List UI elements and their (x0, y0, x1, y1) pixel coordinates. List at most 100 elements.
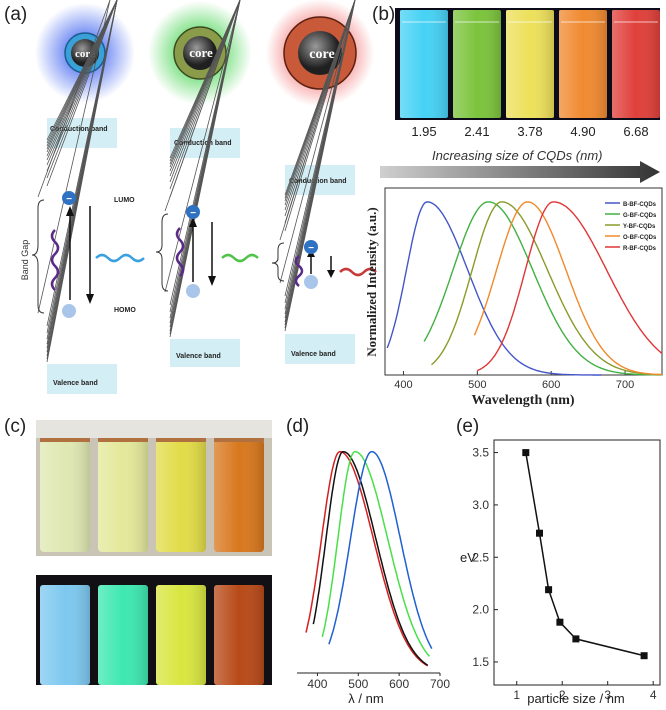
vial-size-label-5: 6.68 (623, 124, 648, 139)
hole-1 (62, 304, 76, 318)
quantum-dot-blue: core (35, 3, 135, 103)
chart-b-tick-label-600: 600 (542, 379, 560, 391)
chart-b-series (386, 201, 663, 376)
panel-label-c: (c) (4, 416, 26, 437)
daylight-vial-shade-4 (214, 440, 264, 552)
chart-d-tick-label-400: 400 (307, 677, 327, 691)
daylight-vial-shade-1 (40, 440, 90, 552)
bandgap-size-chart-e: 1 2 3 4 1.5 2.0 2.5 3.0 3.5 particle size / nm e… (460, 439, 661, 706)
conduction-band-label-3: Conduction band (289, 178, 347, 185)
daylight-photo-top (36, 420, 272, 438)
hole-2 (186, 284, 200, 298)
chart-e-xtick-label-1: 1 (513, 688, 520, 702)
chart-e-points (522, 449, 648, 660)
band-diagram-1: Conduction band Valence band LUMO HOMO B… (20, 0, 145, 394)
conduction-band-label-1: Conduction band (50, 126, 108, 133)
chart-b-line-B-BF-CQDs (386, 201, 602, 376)
emission-arrowhead-2 (208, 276, 216, 286)
emission-arrowhead-3 (327, 270, 335, 278)
chart-b-tick-label-400: 400 (394, 379, 412, 391)
fluorescence-vials-b (395, 8, 660, 120)
panel-label-e: (e) (456, 416, 479, 437)
chart-d-xlabel: λ / nm (348, 691, 383, 706)
electron-symbol-2: − (190, 208, 196, 219)
vial-size-labels: 1.95 2.41 3.78 4.90 6.68 (411, 124, 648, 139)
chart-e-ylabel: eV (460, 550, 476, 565)
excitation-wave-2 (175, 227, 185, 277)
valence-band-label-1: Valence band (53, 380, 98, 387)
lumo-label: LUMO (114, 197, 135, 204)
emission-wave-red (339, 267, 377, 277)
band-gap-bracket (31, 199, 45, 314)
chart-e-point-3 (545, 586, 553, 594)
chart-e-ticks: 1 2 3 4 1.5 2.0 2.5 3.0 3.5 (472, 446, 657, 702)
panel-label-a: (a) (4, 4, 27, 25)
valence-band-label-3: Valence band (291, 351, 336, 358)
excitation-wave-1 (50, 229, 60, 291)
vial-b-shade-4 (559, 10, 607, 118)
emission-arrowhead-1 (86, 294, 94, 304)
chart-b-xlabel: Wavelength (nm) (471, 393, 574, 408)
core-blue (71, 39, 99, 67)
core-green (183, 36, 217, 70)
emission-wave-green (221, 253, 259, 263)
chart-e-ytick-label-2.0: 2.0 (472, 603, 489, 617)
band-gap-label: Band Gap (20, 240, 30, 281)
vial-b-shade-2 (453, 10, 501, 118)
emission-spectra-chart-b: 400 500 600 700 B-BF-CQDs G-BF-CQDs Y-BF-CQDs… (364, 187, 663, 408)
uv-vial-shade-4 (214, 585, 264, 685)
chart-d-tick-label-600: 600 (389, 677, 409, 691)
chart-b-tick-label-500: 500 (468, 379, 486, 391)
electron-symbol-3: − (308, 243, 314, 254)
chart-d-line-black (312, 450, 429, 666)
vial-size-label-2: 2.41 (464, 124, 489, 139)
chart-b-legend-label-4: O-BF-CQDs (623, 235, 657, 241)
chart-e-point-6 (640, 652, 648, 660)
homo-label: HOMO (114, 307, 136, 314)
chart-d-tick-label-500: 500 (348, 677, 368, 691)
chart-b-x-ticks: 400 500 600 700 (394, 371, 634, 391)
absorption-chart-d: 400 500 600 700 λ / nm (297, 450, 450, 706)
chart-b-legend-label-2: G-BF-CQDs (623, 213, 657, 219)
quantum-dot-red: core (266, 0, 374, 107)
chart-e-ytick-label-3.5: 3.5 (472, 446, 489, 460)
chart-e-point-2 (536, 529, 543, 537)
chart-e-trend-line (525, 452, 645, 657)
vial-b-shade-5 (612, 10, 660, 118)
daylight-vial-rim-2 (98, 438, 148, 442)
chart-e-frame (493, 439, 661, 686)
chart-e-point-1 (522, 449, 530, 457)
size-arrow-caption: Increasing size of CQDs (nm) (432, 148, 603, 163)
chart-e-ytick-label-3.0: 3.0 (472, 498, 489, 512)
vial-b-shade-3 (506, 10, 554, 118)
chart-e-xtick-label-2: 2 (559, 688, 566, 702)
uv-vials (40, 585, 264, 685)
chart-b-line-O-BF-CQDs (473, 201, 662, 376)
vial-size-label-3: 3.78 (517, 124, 542, 139)
electron-symbol-1: − (66, 194, 72, 205)
chart-d-line-green (321, 450, 430, 657)
daylight-vial-rim-3 (156, 438, 206, 442)
electron-1 (62, 191, 76, 205)
chart-b-ylabel: Normalized Intensity (a.u.) (364, 207, 379, 357)
increasing-size-arrow (380, 161, 660, 183)
chart-b-frame (384, 187, 663, 376)
chart-b-line-G-BF-CQDs (423, 201, 662, 376)
valence-band-box-2 (170, 339, 240, 367)
uv-vial-shade-1 (40, 585, 90, 685)
chart-b-line-Y-BF-CQDs (431, 201, 662, 376)
uv-vial-shade-3 (156, 585, 206, 685)
chart-e-xtick-label-4: 4 (650, 688, 657, 702)
chart-b-tick-label-700: 700 (616, 379, 634, 391)
core-label-red: core (309, 47, 334, 62)
chart-d-line-red (305, 450, 429, 667)
conduction-levels-3 (279, 0, 356, 332)
panel-label-d: (d) (286, 416, 309, 437)
chart-e-xtick-label-3: 3 (604, 688, 611, 702)
chart-e-point-4 (556, 618, 564, 626)
chart-e-ytick-label-1.5: 1.5 (472, 655, 489, 669)
panel-label-b: (b) (372, 4, 395, 25)
chart-d-x-ticks: 400 500 600 700 (307, 673, 450, 691)
excitation-arrowhead-2 (189, 217, 197, 227)
